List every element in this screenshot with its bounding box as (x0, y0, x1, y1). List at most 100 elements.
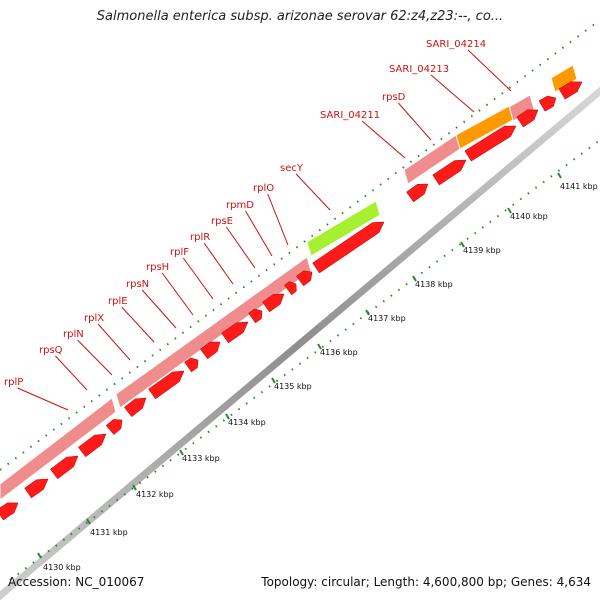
gene-label-rplP[interactable]: rplP (4, 377, 23, 388)
tick-label-1: 4130 kbp (43, 563, 81, 572)
leader-line-rpsN (141, 289, 177, 329)
secY-highlight (306, 200, 381, 257)
leader-line-rplN (77, 339, 113, 376)
tick-mark-10 (460, 241, 465, 248)
tick-label-6: 4135 kbp (274, 382, 312, 391)
gene-label-rplR[interactable]: rplR (190, 232, 210, 243)
leader-line-rplF (182, 257, 214, 300)
leader-line-rpsE (225, 226, 256, 269)
tick-mark-6 (271, 377, 276, 384)
cds-arrow-16[interactable] (406, 183, 429, 203)
light-segment-2 (115, 256, 312, 409)
tick-mark-7 (317, 343, 322, 350)
cds-arrow-11[interactable] (248, 308, 263, 324)
SARI-04213-highlight (455, 105, 514, 150)
accession-value: NC_010067 (75, 575, 145, 589)
tick-label-5: 4134 kbp (228, 418, 266, 427)
cds-arrow-10[interactable] (221, 321, 249, 344)
tick-mark-1 (37, 552, 42, 559)
genome-title: Salmonella enterica subsp. arizonae sero… (96, 9, 504, 24)
gene-label-rpsE[interactable]: rpsE (211, 216, 233, 227)
cds-arrow-1[interactable] (0, 502, 19, 521)
outer-dotted-track (0, 19, 600, 471)
tick-mark-12 (557, 172, 562, 179)
leader-line-rplR (203, 242, 234, 285)
cds-arrow-19[interactable] (516, 109, 539, 128)
cds-arrow-18[interactable] (464, 125, 517, 162)
topology-label: Topology: (261, 575, 318, 589)
leader-line-SARI_04214 (467, 49, 512, 92)
tick-label-4: 4133 kbp (182, 454, 220, 463)
backbone-bar (0, 86, 600, 600)
gene-label-rplO[interactable]: rplO (253, 183, 274, 194)
length-value: 4,600,800 bp (422, 575, 503, 589)
cds-arrow-21[interactable] (558, 81, 583, 100)
leader-line-rplP (17, 387, 69, 411)
cds-light-track (0, 64, 578, 501)
leader-line-rpmD (245, 210, 273, 257)
tick-label-2: 4131 kbp (90, 528, 128, 537)
gene-label-rpsN[interactable]: rpsN (126, 279, 149, 290)
tick-label-7: 4136 kbp (320, 348, 358, 357)
leader-line-rpsH (161, 272, 194, 316)
tick-label-9: 4138 kbp (415, 280, 453, 289)
cds-arrow-8[interactable] (184, 357, 199, 373)
gene-label-rpsD[interactable]: rpsD (382, 92, 406, 103)
leader-line-secY (295, 173, 331, 211)
gene-label-SARI_04213[interactable]: SARI_04213 (389, 64, 449, 75)
gene-label-rplN[interactable]: rplN (63, 329, 84, 340)
leader-line-rplE (121, 306, 155, 343)
tick-label-12: 4141 kbp (560, 182, 598, 191)
tick-label-8: 4137 kbp (368, 314, 406, 323)
gene-label-rplE[interactable]: rplE (108, 296, 128, 307)
genome-stats: Topology: circular; Length: 4,600,800 bp… (261, 575, 591, 589)
light-segment-1 (0, 397, 117, 501)
gene-label-rplX[interactable]: rplX (84, 313, 104, 324)
leader-line-rpsQ (55, 355, 88, 391)
tick-mark-3 (132, 484, 137, 491)
cds-arrow-14[interactable] (296, 270, 313, 287)
leader-line-rplO (267, 193, 289, 246)
tick-mark-8 (365, 309, 370, 316)
gene-label-rpmD[interactable]: rpmD (226, 200, 254, 211)
cds-arrow-13[interactable] (284, 281, 297, 296)
cds-arrow-15[interactable] (312, 221, 385, 274)
gene-label-secY[interactable]: secY (280, 163, 304, 174)
tick-label-10: 4139 kbp (463, 246, 501, 255)
tick-mark-9 (412, 275, 417, 282)
cds-arrow-17[interactable] (432, 159, 467, 186)
tick-mark-4 (179, 449, 184, 456)
tick-mark-2 (86, 518, 91, 525)
gene-label-SARI_04214[interactable]: SARI_04214 (426, 39, 486, 50)
accession-info: Accession: NC_010067 (8, 575, 144, 589)
gene-label-rplF[interactable]: rplF (170, 247, 189, 258)
gene-label-rpsH[interactable]: rpsH (146, 262, 169, 273)
cds-arrow-7[interactable] (148, 370, 185, 400)
genes-label: Genes: (510, 575, 553, 589)
cds-arrow-12[interactable] (262, 293, 285, 313)
tick-label-11: 4140 kbp (510, 212, 548, 221)
cds-arrow-6[interactable] (123, 397, 147, 418)
cds-arrow-4[interactable] (78, 433, 107, 458)
leader-line-SARI_04213 (430, 74, 475, 113)
cds-arrow-2[interactable] (24, 478, 49, 499)
cds-arrow-3[interactable] (50, 455, 79, 480)
cds-arrow-20[interactable] (538, 95, 557, 112)
leader-line-rplX (97, 323, 131, 361)
cds-arrow-5[interactable] (105, 419, 123, 435)
tick-mark-11 (507, 207, 512, 214)
SARI-04214-highlight (550, 64, 578, 93)
tick-label-3: 4132 kbp (136, 490, 174, 499)
cds-arrow-9[interactable] (200, 341, 221, 360)
gene-label-SARI_04211[interactable]: SARI_04211 (320, 110, 380, 121)
gene-label-rpsQ[interactable]: rpsQ (39, 345, 63, 356)
kbp-ticks-layer: 4130 kbp 4131 kbp 4132 kbp 4133 kbp 4134 kbp… (37, 172, 598, 572)
tick-mark-5 (225, 413, 230, 420)
leader-line-SARI_04211 (361, 120, 406, 159)
cds-red-track (0, 81, 583, 521)
length-label: Length: (373, 575, 420, 589)
leader-line-rpsD (397, 102, 432, 141)
